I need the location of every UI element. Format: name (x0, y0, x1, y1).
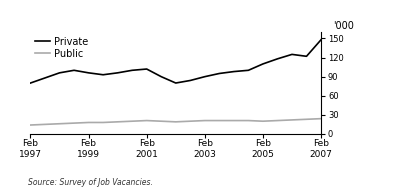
Public (188, 120, 193, 122)
Public (101, 121, 106, 124)
Public (57, 123, 62, 125)
Private (42, 77, 47, 79)
Public (202, 119, 207, 122)
Public (217, 119, 222, 122)
Public (173, 121, 178, 123)
Text: '000: '000 (333, 21, 353, 31)
Private (275, 58, 280, 60)
Line: Private: Private (31, 40, 321, 83)
Public (246, 119, 251, 122)
Text: Source: Survey of Job Vacancies.: Source: Survey of Job Vacancies. (28, 178, 153, 187)
Public (145, 119, 149, 122)
Private (28, 82, 33, 84)
Private (217, 72, 222, 75)
Private (246, 69, 251, 71)
Private (202, 76, 207, 78)
Private (159, 76, 164, 78)
Private (72, 69, 77, 71)
Public (289, 119, 294, 121)
Public (28, 124, 33, 126)
Private (173, 82, 178, 84)
Public (275, 119, 280, 122)
Public (72, 122, 77, 124)
Public (42, 123, 47, 125)
Legend: Private, Public: Private, Public (35, 37, 88, 59)
Private (289, 53, 294, 56)
Private (101, 74, 106, 76)
Public (304, 118, 309, 120)
Private (260, 63, 265, 65)
Line: Public: Public (31, 119, 321, 125)
Public (319, 118, 324, 120)
Public (231, 119, 236, 122)
Private (231, 70, 236, 73)
Private (86, 72, 91, 74)
Private (188, 79, 193, 82)
Public (115, 121, 120, 123)
Private (57, 72, 62, 74)
Private (130, 69, 135, 71)
Public (260, 120, 265, 122)
Public (86, 121, 91, 124)
Public (159, 120, 164, 122)
Private (145, 68, 149, 70)
Private (319, 39, 324, 41)
Private (304, 55, 309, 57)
Private (115, 72, 120, 74)
Public (130, 120, 135, 122)
